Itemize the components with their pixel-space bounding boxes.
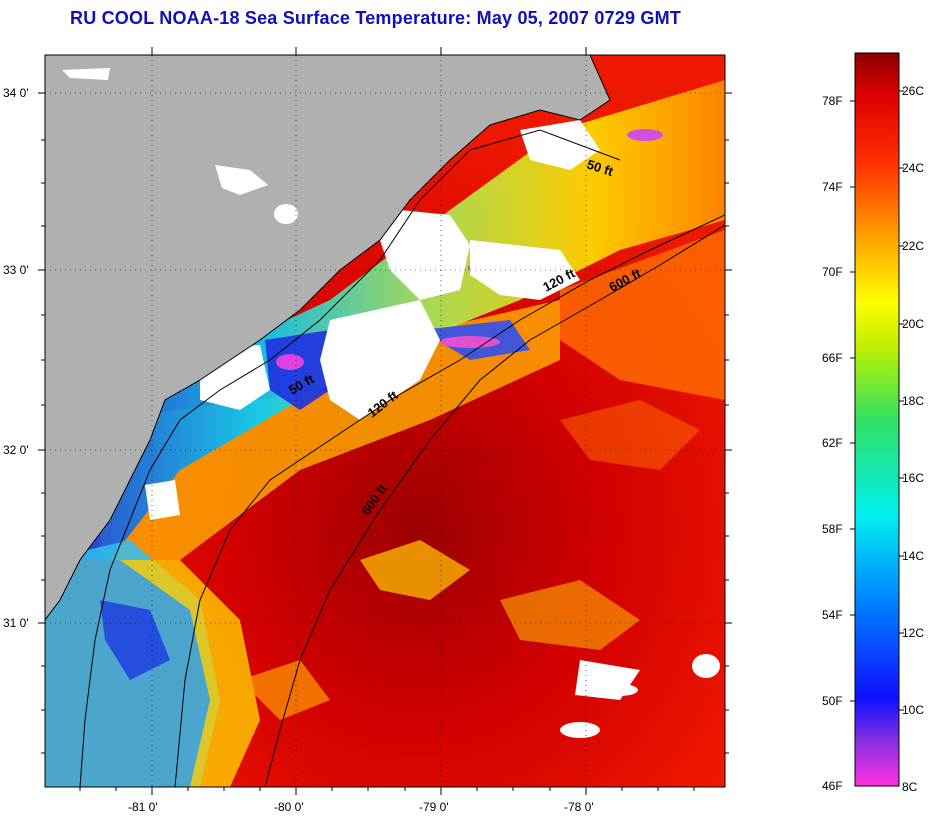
colorbar-c-label-16: 16C [902,471,925,485]
colorbar-ticks [850,90,904,711]
lake-2 [215,165,268,195]
colorbar-c-label-22: 22C [902,239,925,253]
colorbar-f-label-70: 70F [822,265,843,279]
isobath-600ft [264,224,725,787]
colorbar-f-label-66: 66F [822,351,843,365]
magenta-spot-2 [440,336,500,348]
colorbar-f-label-50: 50F [822,694,843,708]
south-yellow-band [120,560,260,787]
colorbar-f-label-62: 62F [822,436,843,450]
cloud-3 [320,300,440,420]
lat-label-32: 32 0' [3,443,29,457]
lat-label-31: 31 0' [3,616,29,630]
lon-label-78: -78 0' [564,800,594,814]
map-title: RU COOL NOAA-18 Sea Surface Temperature:… [70,8,681,28]
shelf-yellow-band [100,300,560,560]
frame-ticks [38,47,732,795]
lake-3 [274,204,298,224]
cloud-6 [145,480,180,520]
colorbar-f-label-78: 78F [822,94,843,108]
colorbar-c-label-8: 8C [902,780,918,794]
colorbar-c-label-14: 14C [902,549,925,563]
colorbar-c-label-26: 26C [902,84,925,98]
cloud-9 [560,722,600,738]
yellow-filament-2 [500,580,640,650]
isobath-50ft [79,129,621,787]
colorbar [854,52,900,787]
land [45,55,610,620]
lon-label-80: -80 0' [274,800,304,814]
lon-label-81: -81 0' [128,800,158,814]
lat-label-33: 33 0' [3,263,29,277]
lat-label-34: 34 0' [3,86,29,100]
graticule [45,55,725,787]
colorbar-f-label-54: 54F [822,608,843,622]
lon-label-79: -79 0' [419,800,449,814]
cold-patch-3 [100,600,170,680]
colorbar-c-label-24: 24C [902,161,925,175]
cloud-10 [602,684,638,696]
map-frame [44,54,726,788]
magenta-spot-4 [627,129,663,141]
colorbar-c-label-18: 18C [902,394,925,408]
coastline [45,55,611,621]
orange-patch [560,400,700,470]
isobath-120ft [174,214,725,787]
cloud-8 [692,654,720,678]
cloud-1 [380,210,470,300]
yellow-filament-3 [240,660,330,720]
colorbar-c-label-20: 20C [902,317,925,331]
offshore-orange-band [560,230,725,400]
lake-1 [62,68,110,80]
colorbar-c-label-12: 12C [902,626,925,640]
colorbar-f-label-58: 58F [822,522,843,536]
colorbar-f-label-46: 46F [822,779,843,793]
cloud-4 [520,120,600,170]
colorbar-f-label-74: 74F [822,180,843,194]
yellow-filament-1 [360,540,470,600]
colorbar-c-label-10: 10C [902,703,925,717]
magenta-spot-1 [276,354,304,370]
